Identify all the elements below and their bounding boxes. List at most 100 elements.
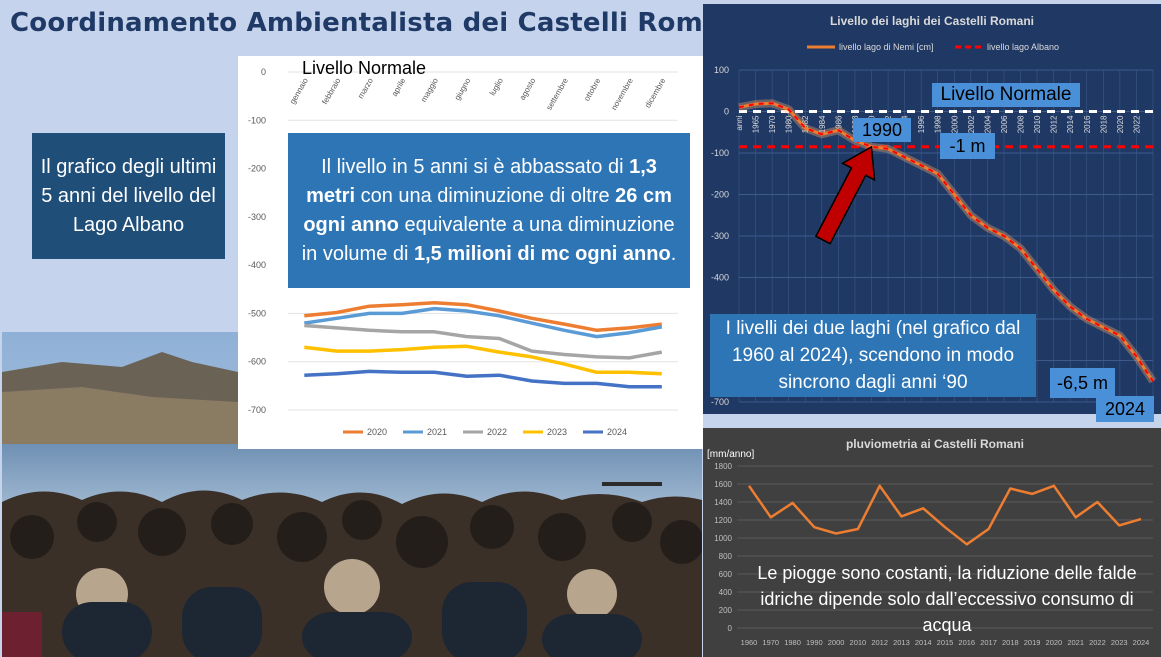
x-tick-label: 1990 [806,638,823,647]
y-tick-label: -600 [248,357,266,367]
x-tick-label: aprile [390,76,408,98]
x-tick-label: 2020 [1046,638,1063,647]
chart-title: Livello dei laghi dei Castelli Romani [830,14,1034,28]
y-tick-label: 1400 [714,498,732,507]
y-tick-label: 1800 [714,462,732,471]
legend-label-albano: livello lago Albano [987,42,1059,52]
y-tick-label: -400 [248,260,266,270]
series-line-2024 [304,369,662,389]
x-tick-label: febbraio [320,76,343,106]
rainfall-chart: pluviometria ai Castelli Romani [mm/anno]… [703,428,1161,657]
y-tick-label: 200 [719,606,733,615]
legend-label-2022: 2022 [487,427,507,437]
y-tick-label: 0 [724,107,729,117]
y-axis-label: [mm/anno] [707,449,754,460]
x-tick-label: settembre [544,76,570,112]
x-tick-label: ottobre [582,76,603,103]
x-tick-label: 2022 [1132,115,1141,133]
y-tick-label: 600 [719,570,733,579]
series-line-2021 [304,306,663,339]
x-tick-label: 2002 [967,115,976,133]
x-tick-label: 2017 [980,638,997,647]
y-tick-label: -100 [248,115,266,125]
y-tick-label: 1200 [714,516,732,525]
legend-label-2023: 2023 [547,427,567,437]
series-line-2022 [304,323,663,360]
x-tick-label: 1965 [752,115,761,133]
x-tick-label: 1998 [934,115,943,133]
x-tick-label: 2018 [1002,638,1019,647]
x-tick-label: 2015 [937,638,954,647]
y-tick-label: -100 [711,148,729,158]
livello-normale-callout: Livello Normale [932,83,1080,107]
x-tick-label: 2018 [1099,115,1108,133]
y-tick-label: -200 [248,164,266,174]
y-tick-label: 400 [719,588,733,597]
y-tick-label: 1600 [714,480,732,489]
x-tick-label: 2010 [850,638,867,647]
x-tick-label: 1980 [784,638,801,647]
x-tick-label: gennaio [288,76,310,106]
x-tick-label: 1970 [762,638,779,647]
chart-title: pluviometria ai Castelli Romani [846,437,1024,451]
x-tick-label: 2012 [871,638,888,647]
legend-label-2020: 2020 [367,427,387,437]
x-tick-label: 1960 [741,638,758,647]
x-tick-label: 2023 [1111,638,1128,647]
x-tick-label: 2014 [915,638,932,647]
y-tick-label: -500 [248,308,266,318]
x-tick-label: 2010 [1033,115,1042,133]
x-tick-label: novembre [609,76,635,112]
x-tick-label: luglio [488,76,505,97]
mid-text-1: Il livello in 5 anni si è abbassato di [321,155,630,178]
x-tick-label: dicembre [643,76,668,109]
left-info-box: Il grafico degli ultimi 5 anni del livel… [32,133,225,259]
x-tick-label: 1986 [834,115,843,133]
year-2024-callout: 2024 [1096,396,1154,422]
mid-bold-1: 1,3 metri [306,155,657,207]
x-tick-label: 2013 [893,638,910,647]
x-tick-label: 2012 [1050,115,1059,133]
series-line-2023 [304,344,662,376]
year-1990-callout: 1990 [853,118,911,142]
x-tick-label: giugno [453,76,473,102]
y-tick-label: 800 [719,552,733,561]
mid-info-box: Il livello in 5 anni si è abbassato di 1… [288,133,690,288]
x-tick-label: 2000 [828,638,845,647]
series-line-albano-overlay [738,102,1154,382]
legend-label-nemi: livello lago di Nemi [cm] [839,42,934,52]
x-tick-label: 2000 [950,115,959,133]
y-tick-label: 1000 [714,534,732,543]
x-tick-label: 2014 [1066,115,1075,133]
page-title: Coordinamento Ambientalista dei Castelli… [10,8,749,38]
x-tick-label: 2004 [983,115,992,133]
arrow-1990 [814,145,876,245]
x-tick-label: 1980 [785,115,794,133]
x-tick-label: agosto [518,76,538,102]
x-tick-label: 2024 [1133,638,1150,647]
y-tick-label: -300 [248,212,266,222]
mid-text-3: equivalente a una diminuzione in volume … [301,213,675,265]
x-tick-label: 2008 [1017,115,1026,133]
y-tick-label: -200 [711,190,729,200]
livello-normale-label: Livello Normale [302,58,426,78]
y-tick-label: 0 [261,67,266,77]
x-tick-label: 1984 [818,115,827,133]
x-tick-label: 1970 [768,115,777,133]
x-tick-label: 2020 [1116,115,1125,133]
sync-info-box: I livelli dei due laghi (nel grafico dal… [710,314,1036,397]
rain-info-text: Le piogge sono costanti, la riduzione de… [757,563,1137,635]
arrow-shape [814,145,876,245]
y-tick-label: -700 [711,397,729,407]
y-tick-label: -700 [248,405,266,415]
x-tick-label: 1996 [917,115,926,133]
x-tick-label: 2006 [1000,115,1009,133]
x-tick-label: 2019 [1024,638,1041,647]
y-tick-label: -300 [711,231,729,241]
mid-bold-3: 1,5 milioni di mc ogni anno [414,242,671,265]
series-line-2020 [304,301,663,333]
y-tick-label: 0 [728,624,733,633]
y-tick-label: 100 [714,65,729,75]
x-tick-label: 2016 [958,638,975,647]
minus-1m-callout: -1 m [940,133,995,159]
